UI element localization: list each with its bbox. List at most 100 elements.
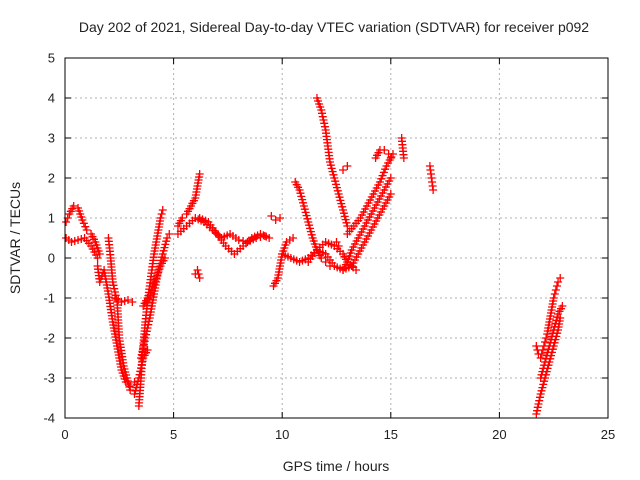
data-point-marker: [112, 294, 121, 303]
data-point-marker: [339, 166, 348, 174]
data-point-marker: [108, 278, 117, 286]
series-trace-2: [62, 234, 102, 262]
grid-lines: [65, 58, 608, 418]
data-point-marker: [139, 340, 148, 349]
y-tick-label: 3: [48, 131, 55, 146]
y-tick-label: -4: [43, 411, 55, 426]
data-point-marker: [165, 230, 174, 238]
data-point-marker: [234, 236, 243, 244]
data-point-marker: [79, 219, 88, 228]
data-point-marker: [62, 218, 71, 226]
data-point-marker: [534, 400, 543, 408]
data-point-marker: [144, 317, 153, 326]
data-point-marker: [138, 347, 147, 356]
data-point-marker: [69, 202, 78, 210]
data-point-marker: [271, 216, 280, 224]
data-point-marker: [532, 410, 541, 418]
data-point-marker: [123, 296, 132, 304]
data-point-marker: [93, 254, 102, 262]
data-point-marker: [320, 119, 329, 128]
data-point-marker: [535, 393, 544, 402]
series-trace-22: [371, 146, 395, 162]
series-trace-12: [191, 266, 204, 282]
x-tick-label: 20: [492, 427, 506, 442]
series-trace-4: [104, 234, 152, 398]
data-point-marker: [267, 212, 276, 220]
x-tick-label: 15: [384, 427, 398, 442]
data-point-marker: [325, 262, 334, 270]
data-point-marker: [128, 298, 137, 306]
y-axis-label: SDTVAR / TECUs: [7, 182, 23, 294]
axis-ticks: 0 5 10 15 20 25 -4 -3 -2 -1 0 1 2 3 4 5: [43, 51, 615, 443]
data-point-marker: [429, 186, 438, 194]
series-trace-8: [139, 254, 169, 310]
data-point-marker: [321, 258, 330, 266]
y-tick-label: 1: [48, 211, 55, 226]
x-tick-label: 0: [61, 427, 68, 442]
series-trace-27: [532, 274, 565, 362]
data-point-marker: [78, 216, 87, 224]
data-point-marker: [542, 334, 551, 342]
data-point-marker: [535, 396, 544, 405]
series-trace-17: [312, 94, 352, 230]
data-point-marker: [143, 346, 152, 354]
data-point-marker: [142, 327, 151, 336]
data-points: [62, 94, 567, 418]
data-point-marker: [386, 154, 395, 162]
series-trace-29: [536, 302, 567, 382]
data-point-marker: [178, 214, 187, 222]
data-point-marker: [140, 337, 149, 346]
series-trace-23: [332, 238, 343, 250]
data-point-marker: [142, 330, 151, 339]
data-point-marker: [157, 210, 166, 218]
data-point-marker: [537, 350, 546, 358]
data-point-marker: [265, 234, 274, 242]
series-trace-19: [339, 174, 395, 274]
series-trace-21: [347, 190, 395, 270]
data-point-marker: [549, 294, 558, 302]
data-point-marker: [538, 346, 547, 354]
y-tick-label: 5: [48, 51, 55, 66]
data-point-marker: [380, 146, 389, 154]
data-point-marker: [541, 338, 550, 346]
data-point-marker: [558, 302, 567, 310]
data-point-marker: [260, 232, 269, 240]
data-point-marker: [533, 406, 542, 415]
data-point-marker: [194, 270, 203, 278]
series-trace-5: [110, 294, 137, 306]
series-trace-14: [267, 212, 285, 224]
data-point-marker: [552, 282, 561, 290]
data-point-marker: [81, 222, 90, 231]
data-point-marker: [386, 174, 395, 182]
data-point-marker: [532, 342, 541, 350]
series-trace-11: [195, 214, 274, 258]
series-trace-25: [397, 134, 408, 162]
x-tick-label: 25: [601, 427, 615, 442]
series-trace-20: [343, 150, 397, 238]
data-point-marker: [533, 403, 542, 412]
data-point-marker: [137, 354, 146, 362]
data-point-marker: [143, 324, 152, 332]
data-point-marker: [556, 274, 565, 282]
y-tick-label: -3: [43, 371, 55, 386]
data-point-marker: [334, 242, 343, 250]
data-point-marker: [352, 266, 361, 274]
data-point-marker: [319, 116, 328, 124]
data-point-marker: [193, 266, 202, 274]
data-point-marker: [317, 106, 326, 114]
y-tick-label: 4: [48, 91, 55, 106]
x-tick-label: 10: [275, 427, 289, 442]
data-point-marker: [399, 154, 408, 162]
y-tick-label: -1: [43, 291, 55, 306]
series-trace-24: [339, 162, 352, 174]
data-point-marker: [144, 320, 153, 329]
data-point-marker: [126, 386, 135, 394]
data-point-marker: [343, 162, 352, 170]
data-point-marker: [536, 354, 545, 362]
data-point-marker: [137, 350, 146, 359]
data-point-marker: [82, 226, 91, 234]
data-point-marker: [289, 234, 298, 242]
data-point-marker: [550, 290, 559, 298]
data-point-marker: [320, 122, 329, 131]
data-point-marker: [318, 112, 327, 121]
